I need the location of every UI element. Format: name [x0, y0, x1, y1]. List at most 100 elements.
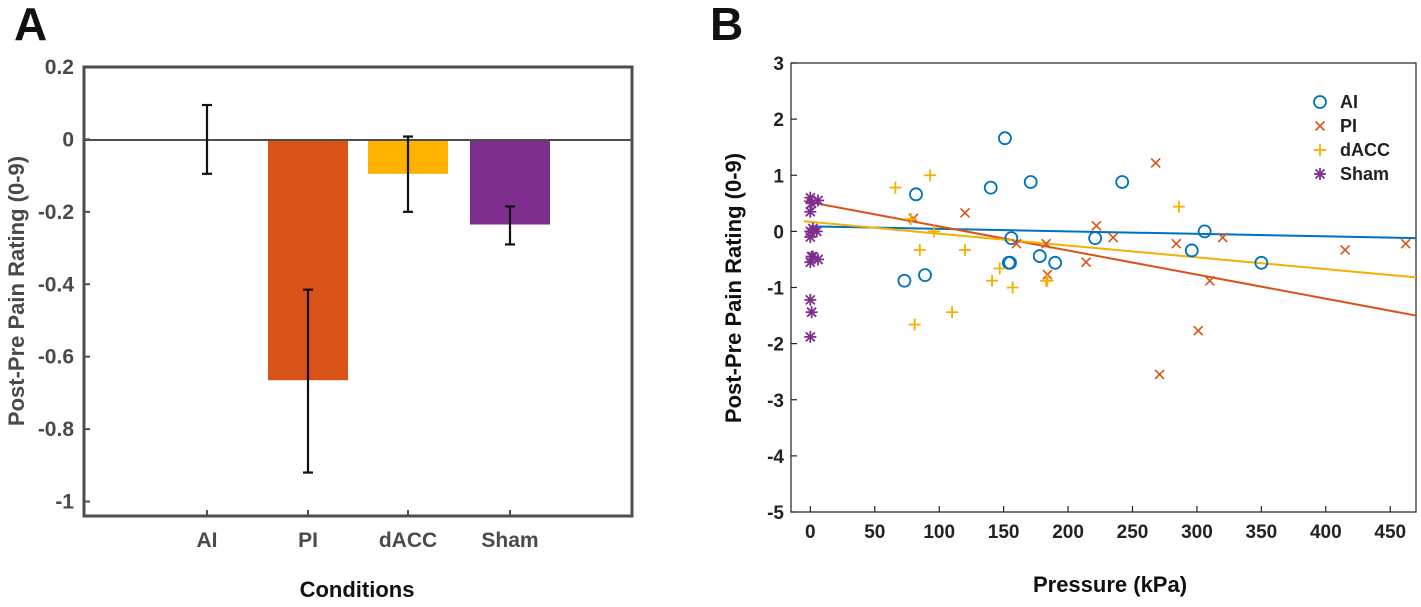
- point-pi: [1400, 238, 1411, 249]
- point-ai: [1048, 255, 1063, 270]
- plot-area-frame: [790, 62, 1417, 513]
- point-ai: [1088, 231, 1103, 246]
- legend-label: dACC: [1340, 140, 1390, 160]
- x-axis-ticks: 0 50 100 150 200 250 300 350 400 450: [805, 506, 1406, 543]
- panel-letter-a: A: [14, 0, 47, 50]
- legend-marker-sham: [1314, 168, 1326, 180]
- y-axis-ticks: 0.2 0 -0.2 -0.4 -0.6 -0.8 -1: [38, 56, 90, 514]
- legend-item-sham: Sham: [1314, 164, 1389, 184]
- x-tick-label: 250: [1117, 522, 1149, 543]
- y-tick-label: -1: [55, 491, 74, 514]
- fit-line-ai: [810, 225, 1417, 240]
- point-dacc: [1172, 200, 1185, 213]
- point-ai: [1254, 255, 1269, 270]
- y-axis-label: Post-Pre Pain Rating (0-9): [721, 153, 746, 423]
- y-tick-label: -0.2: [38, 201, 74, 224]
- fit-line-pi: [803, 200, 1417, 317]
- x-tick-label: Sham: [481, 529, 538, 552]
- y-tick-label: -0.6: [38, 346, 74, 369]
- y-tick-label: 2: [773, 110, 784, 131]
- point-dacc: [993, 262, 1006, 275]
- error-bar-ai: [202, 103, 212, 175]
- legend-marker-dacc: [1314, 144, 1326, 156]
- bar-chart-panel: 0.2 0 -0.2 -0.4 -0.6 -0.8 -1 AI PI dACC Sham Post…: [4, 56, 634, 602]
- point-pi: [1340, 244, 1351, 255]
- x-tick-label: dACC: [379, 529, 437, 552]
- x-tick-label: 200: [1052, 522, 1084, 543]
- point-dacc: [946, 306, 959, 319]
- x-tick-label: 350: [1246, 522, 1278, 543]
- x-tick-label: 450: [1374, 522, 1406, 543]
- y-tick-label: -4: [767, 447, 784, 468]
- legend-item-dacc: dACC: [1314, 140, 1390, 160]
- point-ai: [1032, 249, 1047, 263]
- x-axis-label: Pressure (kPa): [1033, 572, 1187, 597]
- point-dacc: [1041, 274, 1054, 287]
- y-axis-label: Post-Pre Pain Rating (0-9): [4, 156, 29, 426]
- point-pi: [1154, 369, 1165, 380]
- point-dacc: [958, 243, 971, 256]
- point-pi: [1042, 269, 1053, 280]
- point-ai: [909, 187, 923, 202]
- y-tick-label: 0: [773, 222, 784, 243]
- legend-marker-ai: [1313, 95, 1327, 109]
- point-dacc: [889, 181, 902, 194]
- y-tick-label: -0.8: [38, 418, 75, 441]
- legend: AI PI dACC Sham: [1313, 92, 1390, 184]
- legend-item-ai: AI: [1313, 92, 1358, 112]
- point-pi: [1011, 238, 1022, 249]
- point-sham: [804, 330, 817, 343]
- x-axis-ticks: AI PI dACC Sham: [197, 510, 539, 552]
- legend-label: Sham: [1340, 164, 1389, 184]
- point-pi: [1081, 257, 1092, 268]
- y-tick-label: -3: [767, 391, 784, 412]
- point-ai: [1003, 255, 1017, 270]
- fit-lines-group: [803, 200, 1417, 317]
- point-pi: [1217, 232, 1228, 243]
- legend-label: AI: [1340, 92, 1358, 112]
- panel-letter-b: B: [710, 0, 743, 50]
- x-axis-label: Conditions: [300, 577, 415, 602]
- error-bars-group: [202, 103, 515, 474]
- point-dacc: [924, 169, 937, 182]
- x-tick-label: AI: [197, 529, 218, 552]
- error-bar-sham: [505, 205, 515, 246]
- x-tick-label: 150: [988, 522, 1020, 543]
- point-pi: [1091, 220, 1102, 231]
- point-ai: [918, 268, 932, 283]
- point-pi: [1150, 157, 1161, 168]
- point-sham: [804, 293, 817, 306]
- x-tick-label: PI: [298, 529, 318, 552]
- point-ai: [1197, 224, 1212, 239]
- bars-group: [167, 139, 550, 381]
- y-tick-label: -2: [767, 335, 784, 356]
- point-dacc: [908, 318, 921, 331]
- y-axis-ticks: 3 2 1 0 -1 -2 -3 -4 -5: [767, 54, 797, 524]
- point-ai: [998, 131, 1012, 146]
- x-tick-label: 50: [864, 522, 885, 543]
- y-tick-label: -5: [767, 503, 784, 524]
- point-dacc: [913, 243, 926, 256]
- legend-item-pi: PI: [1314, 116, 1357, 136]
- point-sham: [804, 230, 817, 243]
- legend-label: PI: [1340, 116, 1357, 136]
- x-tick-label: 300: [1181, 522, 1213, 543]
- point-pi: [1171, 238, 1182, 249]
- scatter-chart-panel: 3 2 1 0 -1 -2 -3 -4 -5 0 50 100 150 200 250 300 350 400 4…: [721, 54, 1417, 597]
- y-tick-label: 3: [773, 54, 784, 75]
- point-sham: [804, 205, 817, 218]
- error-bar-dacc: [403, 135, 413, 213]
- point-pi: [959, 207, 971, 218]
- fit-line-dacc: [803, 220, 1417, 279]
- point-ai: [897, 273, 912, 288]
- point-pi: [1193, 325, 1204, 336]
- point-dacc: [928, 225, 941, 238]
- x-tick-label: 400: [1310, 522, 1342, 543]
- y-tick-label: 1: [773, 166, 784, 187]
- x-tick-label: 100: [923, 522, 955, 543]
- y-tick-label: 0.2: [45, 56, 74, 79]
- y-tick-label: 0: [62, 128, 74, 151]
- point-ai: [1023, 175, 1038, 189]
- point-pi: [1041, 238, 1052, 249]
